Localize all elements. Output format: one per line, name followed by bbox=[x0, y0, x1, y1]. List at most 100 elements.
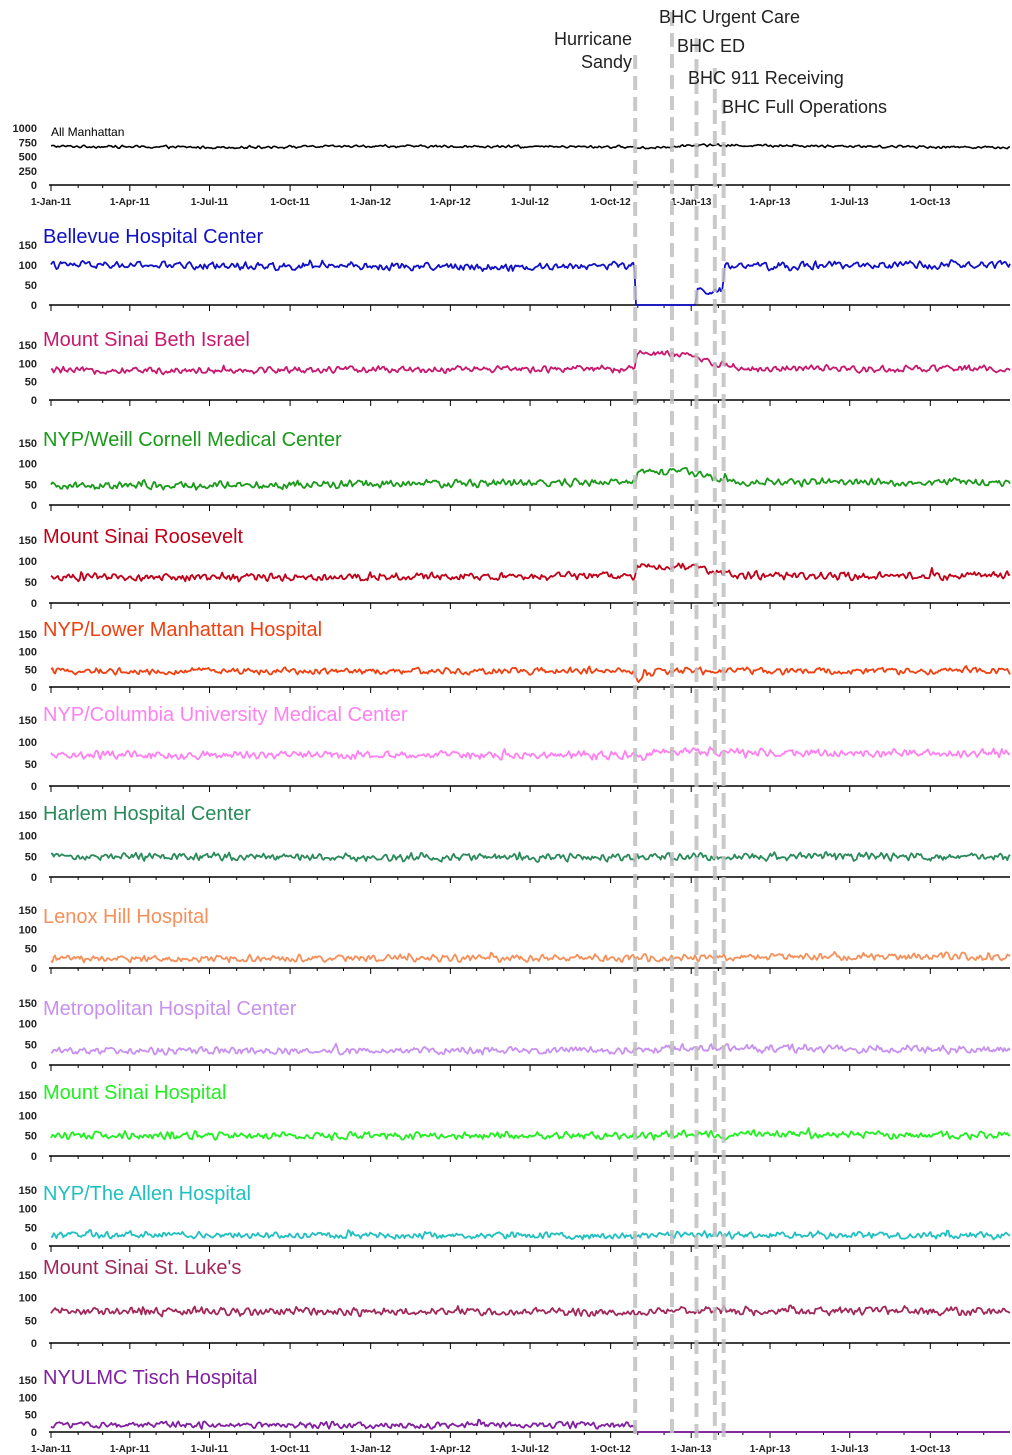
panel-title: Mount Sinai St. Luke's bbox=[43, 1257, 241, 1279]
y-tick-label: 50 bbox=[25, 280, 37, 292]
x-tick-label: 1-Oct-13 bbox=[910, 197, 950, 208]
y-tick-label: 0 bbox=[31, 395, 37, 407]
y-tick-label: 150 bbox=[19, 340, 37, 352]
panel-2: 0 50 100 150 Mount Sinai Beth Israel bbox=[19, 329, 1011, 407]
panel-13: 1-Jan-11 1-Apr-11 1-Jul-11 1-Oct-11 1-Jan-12… bbox=[19, 1367, 1010, 1455]
y-tick-label: 0 bbox=[31, 1338, 37, 1350]
panel-5: 0 50 100 150 NYP/Lower Manhattan Hospital bbox=[19, 619, 1011, 694]
x-tick-label: 1-Jan-11 bbox=[31, 197, 71, 208]
y-tick-label: 50 bbox=[25, 664, 37, 676]
event-markers: Hurricane Sandy BHC Urgent Care BHC ED BHC 9… bbox=[554, 7, 887, 1440]
panel-1: 0 50 100 150 Bellevue Hospital Center bbox=[19, 226, 1011, 312]
event-label: Sandy bbox=[581, 52, 632, 72]
y-tick-label: 100 bbox=[19, 647, 37, 659]
y-tick-label: 100 bbox=[19, 1019, 37, 1031]
y-tick-label: 0 bbox=[31, 300, 37, 312]
y-tick-label: 150 bbox=[19, 810, 37, 822]
panel-6: 0 50 100 150 NYP/Columbia University Medical… bbox=[19, 704, 1010, 793]
panel-title: NYP/Lower Manhattan Hospital bbox=[43, 619, 322, 641]
y-tick-label: 750 bbox=[19, 137, 37, 149]
y-tick-label: 100 bbox=[19, 1110, 37, 1122]
y-tick-label: 0 bbox=[31, 1427, 37, 1439]
series-line bbox=[50, 1127, 1011, 1141]
y-tick-label: 0 bbox=[31, 1060, 37, 1072]
panel-title: All Manhattan bbox=[51, 125, 124, 139]
y-tick-label: 100 bbox=[19, 1392, 37, 1404]
event-label: Hurricane bbox=[554, 29, 632, 49]
y-tick-label: 100 bbox=[19, 831, 37, 843]
x-tick-label: 1-Oct-12 bbox=[591, 197, 631, 208]
y-tick-label: 150 bbox=[19, 438, 37, 450]
y-tick-label: 0 bbox=[31, 500, 37, 512]
series-line bbox=[50, 467, 1011, 491]
x-tick-label: 1-Oct-11 bbox=[270, 1444, 310, 1455]
panel-title: Metropolitan Hospital Center bbox=[43, 998, 297, 1020]
series-line bbox=[50, 665, 1011, 683]
y-tick-label: 150 bbox=[19, 715, 37, 727]
x-tick-label: 1-Jan-12 bbox=[350, 1444, 391, 1455]
y-tick-label: 50 bbox=[25, 759, 37, 771]
y-tick-label: 50 bbox=[25, 1131, 37, 1143]
y-tick-label: 150 bbox=[19, 1375, 37, 1387]
y-tick-label: 0 bbox=[31, 1241, 37, 1253]
y-tick-label: 50 bbox=[25, 1222, 37, 1234]
x-tick-label: 1-Apr-12 bbox=[430, 197, 471, 208]
panel-title: Mount Sinai Roosevelt bbox=[43, 526, 244, 548]
y-tick-label: 50 bbox=[25, 1410, 37, 1422]
y-tick-label: 100 bbox=[19, 358, 37, 370]
y-tick-label: 50 bbox=[25, 1315, 37, 1327]
y-tick-label: 0 bbox=[31, 1151, 37, 1163]
x-tick-label: 1-Jul-12 bbox=[511, 1444, 549, 1455]
y-tick-label: 0 bbox=[31, 872, 37, 884]
y-tick-label: 150 bbox=[19, 535, 37, 547]
y-tick-label: 100 bbox=[19, 1293, 37, 1305]
panel-7: 0 50 100 150 Harlem Hospital Center bbox=[19, 803, 1011, 884]
y-tick-label: 0 bbox=[31, 781, 37, 793]
event-label: BHC Urgent Care bbox=[659, 7, 800, 27]
x-tick-label: 1-Jul-12 bbox=[511, 197, 549, 208]
panel-4: 0 50 100 150 Mount Sinai Roosevelt bbox=[19, 526, 1011, 610]
x-tick-label: 1-Jul-13 bbox=[831, 197, 869, 208]
y-tick-label: 150 bbox=[19, 240, 37, 252]
y-tick-label: 1000 bbox=[13, 123, 37, 135]
y-tick-label: 150 bbox=[19, 1270, 37, 1282]
y-tick-label: 50 bbox=[25, 479, 37, 491]
y-tick-label: 100 bbox=[19, 1204, 37, 1216]
y-tick-label: 0 bbox=[31, 963, 37, 975]
series-line bbox=[50, 950, 1011, 964]
panel-0: 1-Jan-11 1-Apr-11 1-Jul-11 1-Oct-11 1-Jan-12… bbox=[13, 123, 1011, 208]
y-tick-label: 100 bbox=[19, 737, 37, 749]
y-tick-label: 100 bbox=[19, 459, 37, 471]
y-tick-label: 150 bbox=[19, 629, 37, 641]
x-tick-label: 1-Apr-11 bbox=[110, 1444, 150, 1455]
y-tick-label: 150 bbox=[19, 1090, 37, 1102]
series-line bbox=[50, 746, 1010, 761]
y-tick-label: 100 bbox=[19, 556, 37, 568]
x-tick-label: 1-Oct-11 bbox=[270, 197, 310, 208]
y-tick-label: 150 bbox=[19, 998, 37, 1010]
y-tick-label: 150 bbox=[19, 905, 37, 917]
series-line bbox=[50, 143, 1011, 150]
panel-title: NYP/Columbia University Medical Center bbox=[43, 704, 408, 726]
y-tick-label: 0 bbox=[31, 180, 37, 192]
panel-title: Mount Sinai Hospital bbox=[43, 1082, 226, 1104]
y-tick-label: 50 bbox=[25, 577, 37, 589]
series-line bbox=[50, 349, 1011, 376]
y-tick-label: 50 bbox=[25, 851, 37, 863]
x-tick-label: 1-Apr-13 bbox=[750, 197, 791, 208]
x-tick-label: 1-Jul-13 bbox=[831, 1444, 869, 1455]
y-tick-label: 250 bbox=[19, 166, 37, 178]
x-tick-label: 1-Jan-13 bbox=[671, 197, 712, 208]
series-line bbox=[50, 1418, 1010, 1433]
series-line bbox=[50, 1042, 1011, 1056]
x-tick-label: 1-Jul-11 bbox=[191, 197, 229, 208]
y-tick-label: 0 bbox=[31, 598, 37, 610]
y-tick-label: 100 bbox=[19, 260, 37, 272]
panel-8: 0 50 100 150 Lenox Hill Hospital bbox=[19, 905, 1011, 975]
x-tick-label: 1-Apr-13 bbox=[750, 1444, 791, 1455]
y-tick-label: 100 bbox=[19, 924, 37, 936]
panel-title: Harlem Hospital Center bbox=[43, 803, 251, 825]
event-label: BHC 911 Receiving bbox=[688, 68, 844, 88]
panel-title: Mount Sinai Beth Israel bbox=[43, 329, 250, 351]
